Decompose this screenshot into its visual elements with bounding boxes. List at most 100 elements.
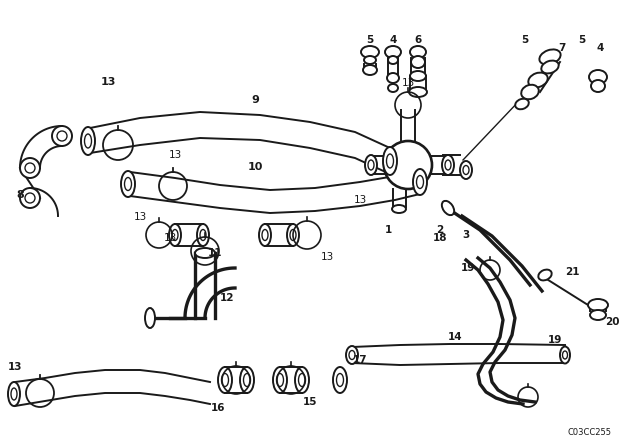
Ellipse shape [125, 177, 131, 190]
Text: 5: 5 [366, 35, 374, 45]
Ellipse shape [221, 374, 228, 387]
Ellipse shape [52, 126, 72, 146]
Ellipse shape [333, 367, 347, 393]
Text: 15: 15 [303, 397, 317, 407]
Ellipse shape [25, 163, 35, 173]
Ellipse shape [200, 229, 206, 241]
Ellipse shape [591, 80, 605, 92]
Ellipse shape [290, 229, 296, 241]
Ellipse shape [20, 158, 40, 178]
Ellipse shape [521, 85, 539, 99]
Ellipse shape [363, 65, 377, 75]
Ellipse shape [346, 346, 358, 364]
Text: 7: 7 [558, 43, 566, 53]
Text: C03CC255: C03CC255 [568, 427, 612, 436]
Text: 13: 13 [168, 150, 182, 160]
Ellipse shape [195, 248, 215, 258]
Ellipse shape [365, 155, 377, 175]
Text: 19: 19 [548, 335, 562, 345]
Text: 9: 9 [251, 95, 259, 105]
Ellipse shape [388, 84, 398, 92]
Text: 13: 13 [321, 252, 333, 262]
Text: 10: 10 [247, 162, 262, 172]
Ellipse shape [295, 367, 309, 393]
Text: 13: 13 [8, 362, 22, 372]
Ellipse shape [84, 134, 92, 148]
Ellipse shape [11, 388, 17, 400]
Text: 19: 19 [461, 263, 475, 273]
Ellipse shape [361, 46, 379, 58]
Text: 18: 18 [433, 233, 447, 243]
Text: 1: 1 [385, 225, 392, 235]
Ellipse shape [287, 224, 299, 246]
Ellipse shape [445, 160, 451, 170]
Ellipse shape [515, 99, 529, 109]
Ellipse shape [172, 229, 178, 241]
Text: 5: 5 [579, 35, 586, 45]
Ellipse shape [442, 155, 454, 175]
Ellipse shape [218, 367, 232, 393]
Ellipse shape [392, 205, 406, 213]
Ellipse shape [349, 350, 355, 359]
Text: 11: 11 [208, 248, 222, 258]
Ellipse shape [410, 71, 426, 81]
Ellipse shape [25, 193, 35, 203]
Ellipse shape [259, 224, 271, 246]
Text: 17: 17 [353, 355, 367, 365]
Text: 3: 3 [462, 230, 470, 240]
Text: 14: 14 [448, 332, 462, 342]
Ellipse shape [387, 73, 399, 83]
Ellipse shape [197, 224, 209, 246]
Ellipse shape [409, 87, 427, 97]
Text: 6: 6 [414, 35, 422, 45]
Text: 21: 21 [564, 267, 579, 277]
Ellipse shape [387, 154, 394, 168]
Ellipse shape [460, 161, 472, 179]
Ellipse shape [588, 299, 608, 311]
Text: 13: 13 [401, 78, 415, 88]
Ellipse shape [388, 56, 398, 64]
Text: 4: 4 [389, 35, 397, 45]
Ellipse shape [538, 270, 552, 280]
Ellipse shape [243, 374, 250, 387]
Text: 20: 20 [605, 317, 620, 327]
Ellipse shape [262, 229, 268, 241]
Ellipse shape [540, 49, 561, 65]
Ellipse shape [57, 131, 67, 141]
Ellipse shape [81, 127, 95, 155]
Ellipse shape [169, 224, 181, 246]
Ellipse shape [276, 374, 284, 387]
Ellipse shape [528, 73, 548, 87]
Ellipse shape [20, 188, 40, 208]
Text: 13: 13 [133, 212, 147, 222]
Circle shape [384, 141, 432, 189]
Ellipse shape [541, 60, 559, 73]
Ellipse shape [368, 160, 374, 170]
Ellipse shape [8, 382, 20, 406]
Text: 8: 8 [16, 190, 24, 200]
Ellipse shape [273, 367, 287, 393]
Ellipse shape [145, 308, 155, 328]
Ellipse shape [411, 56, 425, 68]
Ellipse shape [364, 56, 376, 64]
Ellipse shape [121, 171, 135, 197]
Ellipse shape [563, 351, 568, 359]
Ellipse shape [410, 46, 426, 58]
Text: 13: 13 [353, 195, 367, 205]
Ellipse shape [589, 70, 607, 84]
Text: 13: 13 [163, 233, 177, 243]
Ellipse shape [560, 346, 570, 363]
Text: 2: 2 [436, 225, 444, 235]
Ellipse shape [590, 310, 606, 320]
Ellipse shape [442, 201, 454, 215]
Ellipse shape [385, 46, 401, 58]
Text: 13: 13 [100, 77, 116, 87]
Text: 16: 16 [211, 403, 225, 413]
Ellipse shape [417, 176, 424, 189]
Ellipse shape [337, 374, 344, 387]
Text: 4: 4 [596, 43, 604, 53]
Ellipse shape [383, 147, 397, 175]
Text: 12: 12 [220, 293, 234, 303]
Text: 5: 5 [522, 35, 529, 45]
Ellipse shape [240, 367, 254, 393]
